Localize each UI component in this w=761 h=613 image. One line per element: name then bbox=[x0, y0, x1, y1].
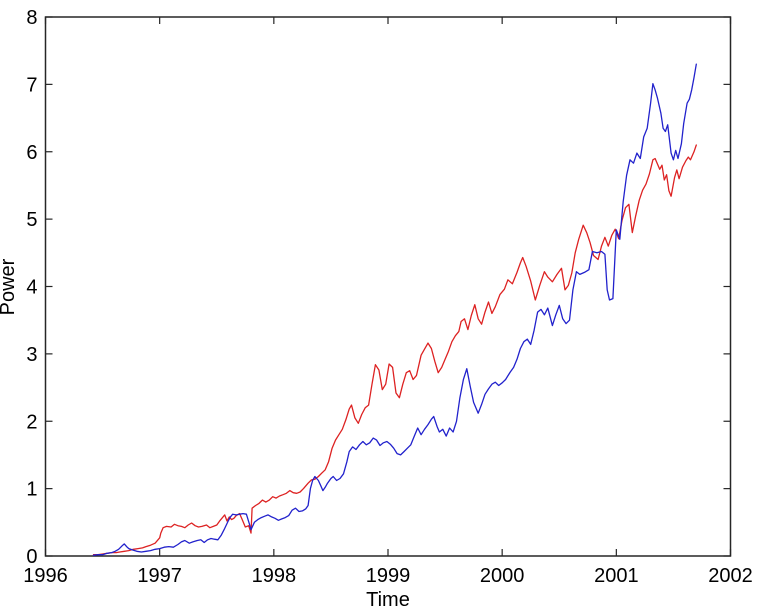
x-tick-label: 1999 bbox=[366, 565, 411, 587]
y-axis-label: Power bbox=[0, 258, 19, 315]
y-tick-label: 0 bbox=[26, 546, 37, 568]
x-tick-label: 1996 bbox=[23, 565, 68, 587]
red-line bbox=[92, 144, 697, 556]
y-tick-label: 5 bbox=[26, 209, 37, 231]
x-axis-label: Time bbox=[366, 589, 410, 611]
x-tick-label: 2001 bbox=[594, 565, 639, 587]
axes-box bbox=[44, 16, 732, 557]
blue-line bbox=[92, 63, 697, 556]
axes-and-series: 1996 1997 1998 1999 2000 2001 2002 0 1 2 3 4 5 6 7 8 bbox=[23, 7, 753, 587]
y-tick-label: 6 bbox=[26, 142, 37, 164]
x-tick-label: 2002 bbox=[708, 565, 753, 587]
y-tick-label: 4 bbox=[26, 277, 37, 299]
x-tick-label: 1997 bbox=[137, 565, 182, 587]
y-tick-label: 8 bbox=[26, 7, 37, 29]
y-tick-label: 2 bbox=[26, 411, 37, 433]
y-tick-label: 7 bbox=[26, 74, 37, 96]
x-tick-label: 1998 bbox=[252, 565, 297, 587]
y-tick-label: 3 bbox=[26, 344, 37, 366]
x-tick-label: 2000 bbox=[480, 565, 525, 587]
y-tick-label: 1 bbox=[26, 479, 37, 501]
